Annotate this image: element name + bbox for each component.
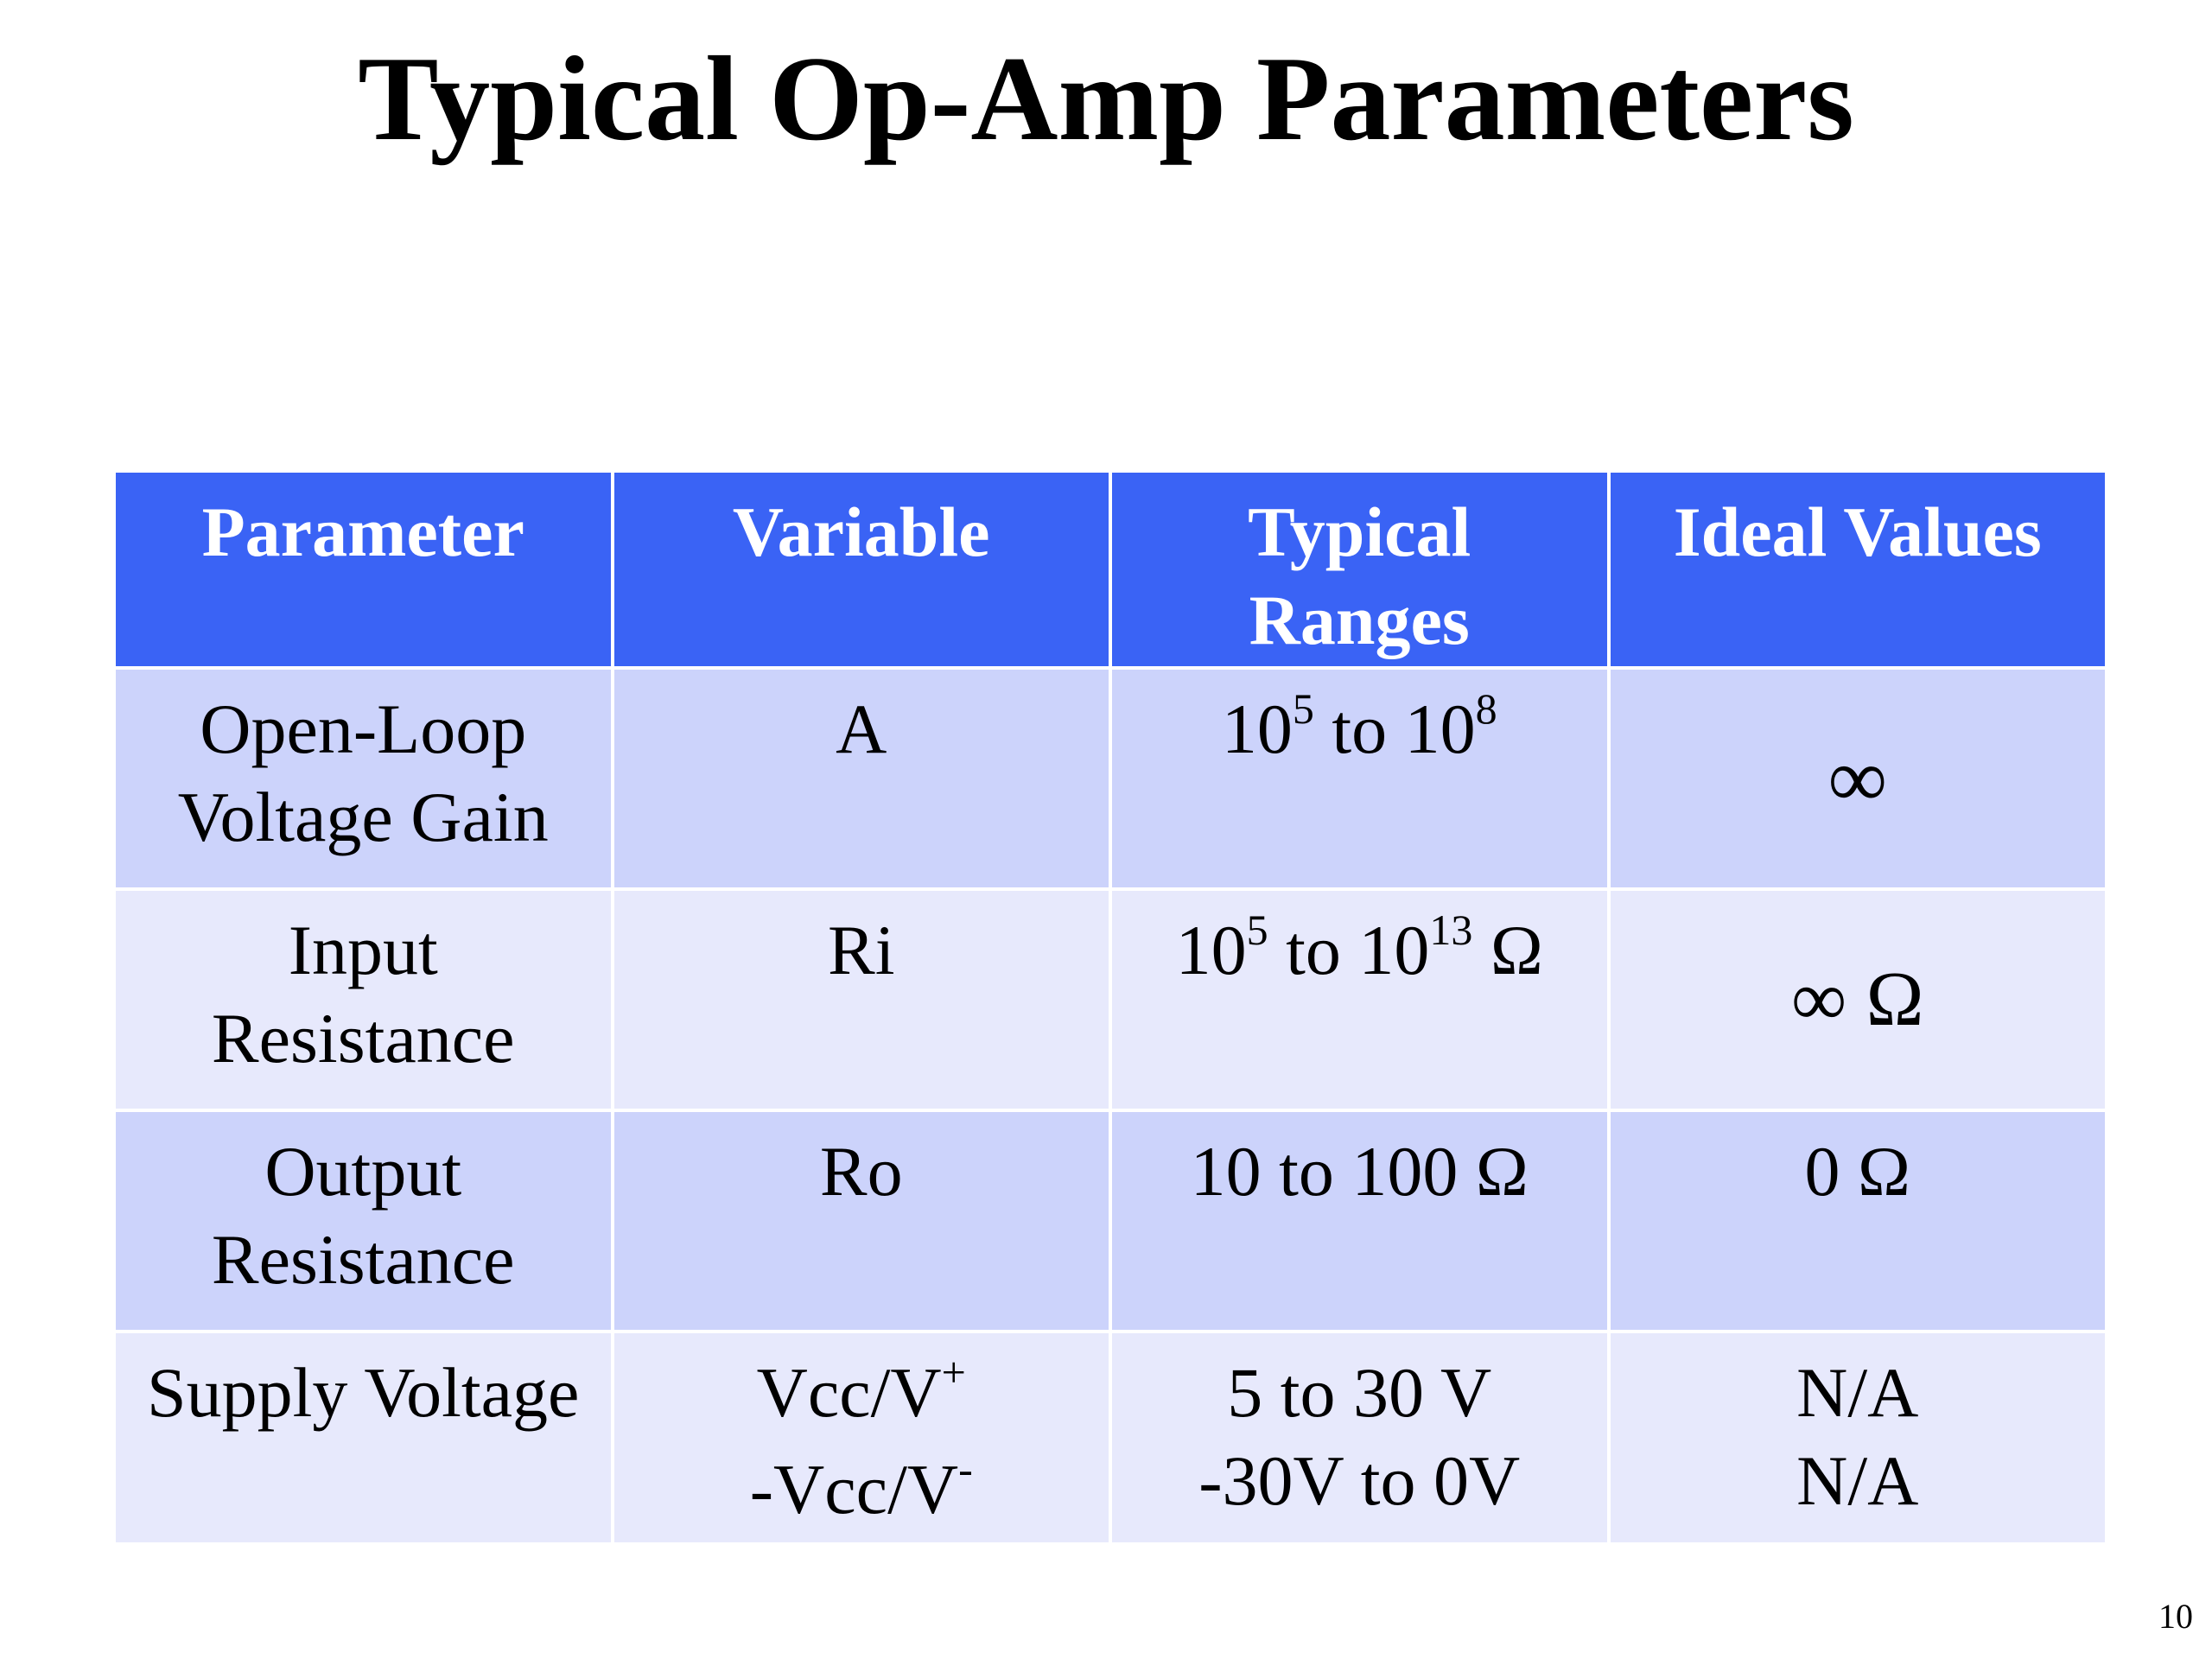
cell-typical-range: 5 to 30 V -30V to 0V — [1109, 1330, 1611, 1546]
cell-parameter: Supply Voltage — [112, 1330, 614, 1546]
cell-text: -Vcc/V — [749, 1450, 959, 1529]
cell-text: 10 — [1404, 690, 1476, 768]
cell-text: to — [1268, 911, 1359, 989]
cell-text: Voltage Gain — [177, 778, 549, 856]
exponent: 5 — [1246, 906, 1268, 954]
cell-text: 10 — [1175, 911, 1247, 989]
table-header-row: Parameter Variable Typical Ranges Ideal … — [112, 469, 2108, 670]
header-ideal-values: Ideal Values — [1606, 469, 2108, 670]
cell-text: Input — [288, 911, 438, 989]
table-row: Input Resistance Ri 105 to 1013 Ω ∞ Ω — [112, 887, 2108, 1112]
cell-line: -Vcc/V- — [623, 1445, 1101, 1542]
cell-text: Output — [264, 1132, 462, 1211]
table-row: Supply Voltage Vcc/V+ -Vcc/V- 5 to 30 V … — [112, 1330, 2108, 1546]
cell-text: -30V to 0V — [1198, 1441, 1521, 1520]
cell-text: 5 to 30 V — [1227, 1353, 1492, 1432]
cell-typical-range: 105 to 1013 Ω — [1109, 887, 1611, 1112]
header-typical-ranges: Typical Ranges — [1109, 469, 1611, 670]
cell-text: 0 Ω — [1804, 1132, 1910, 1211]
cell-ideal-value: ∞ — [1606, 666, 2108, 891]
cell-ideal-value: ∞ Ω — [1606, 887, 2108, 1112]
cell-text: 10 to 100 Ω — [1190, 1132, 1529, 1211]
cell-text: ∞ — [1827, 732, 1887, 824]
header-parameter: Parameter — [112, 469, 614, 670]
page-number: 10 — [2158, 1597, 2193, 1636]
cell-text: Ω — [1472, 911, 1543, 989]
superscript: + — [941, 1348, 966, 1396]
cell-text: Ro — [819, 1132, 903, 1211]
cell-text: N/A — [1796, 1441, 1919, 1520]
cell-typical-range: 105 to 108 — [1109, 666, 1611, 891]
op-amp-parameters-table: Parameter Variable Typical Ranges Ideal … — [112, 469, 2108, 1546]
cell-text: Supply Voltage — [147, 1353, 580, 1432]
cell-text: Resistance — [211, 1220, 515, 1299]
cell-text: Resistance — [211, 999, 515, 1077]
header-variable: Variable — [610, 469, 1112, 670]
cell-typical-range: 10 to 100 Ω — [1109, 1109, 1611, 1333]
cell-text: Vcc/V — [756, 1353, 942, 1432]
exponent: 5 — [1292, 684, 1314, 733]
cell-text: ∞ Ω — [1790, 957, 1924, 1042]
exponent: 8 — [1475, 684, 1497, 733]
cell-text: 10 — [1358, 911, 1430, 989]
cell-variable: A — [610, 666, 1112, 891]
cell-variable: Ro — [610, 1109, 1112, 1333]
cell-text: N/A — [1796, 1353, 1919, 1432]
cell-variable: Vcc/V+ -Vcc/V- — [610, 1330, 1112, 1546]
cell-text: Ri — [828, 911, 895, 989]
cell-text: Open-Loop — [200, 690, 527, 768]
cell-text: to — [1313, 690, 1405, 768]
cell-parameter: Output Resistance — [112, 1109, 614, 1333]
slide-title: Typical Op-Amp Parameters — [358, 32, 1854, 166]
cell-ideal-value: 0 Ω — [1606, 1109, 2108, 1333]
cell-line: Vcc/V+ — [623, 1348, 1101, 1446]
table-row: Open-Loop Voltage Gain A 105 to 108 ∞ — [112, 666, 2108, 891]
exponent: 13 — [1429, 906, 1473, 954]
cell-parameter: Input Resistance — [112, 887, 614, 1112]
cell-text: 10 — [1221, 690, 1293, 768]
cell-parameter: Open-Loop Voltage Gain — [112, 666, 614, 891]
cell-variable: Ri — [610, 887, 1112, 1112]
superscript: - — [958, 1445, 973, 1493]
cell-ideal-value: N/A N/A — [1606, 1330, 2108, 1546]
table-row: Output Resistance Ro 10 to 100 Ω 0 Ω — [112, 1109, 2108, 1333]
header-typical-ranges-text: Typical Ranges — [1248, 493, 1471, 659]
cell-text: A — [836, 690, 887, 768]
